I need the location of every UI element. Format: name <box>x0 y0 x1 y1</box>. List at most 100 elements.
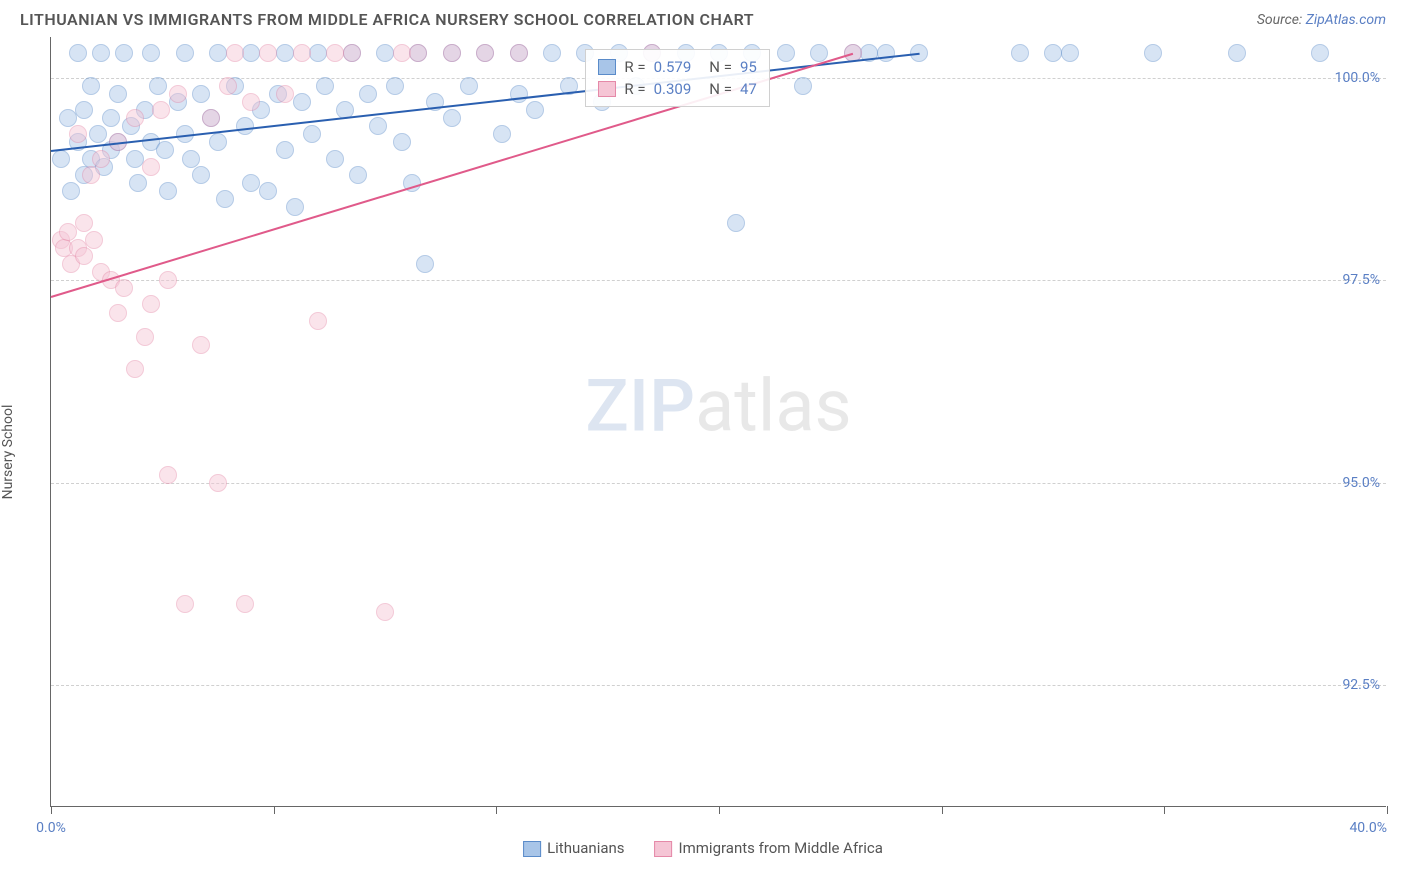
data-point <box>276 85 294 103</box>
legend-swatch <box>523 841 541 857</box>
data-point <box>810 44 828 62</box>
data-point <box>192 336 210 354</box>
data-point <box>69 44 87 62</box>
data-point <box>219 77 237 95</box>
y-tick-label: 97.5% <box>1342 272 1380 288</box>
data-point <box>359 85 377 103</box>
x-tick <box>274 806 275 814</box>
data-point <box>1144 44 1162 62</box>
data-point <box>443 44 461 62</box>
data-point <box>142 44 160 62</box>
data-point <box>276 141 294 159</box>
data-point <box>543 44 561 62</box>
data-point <box>1061 44 1079 62</box>
data-point <box>510 44 528 62</box>
data-point <box>309 312 327 330</box>
data-point <box>159 182 177 200</box>
data-point <box>242 174 260 192</box>
data-point <box>416 255 434 273</box>
data-point <box>293 93 311 111</box>
data-point <box>136 328 154 346</box>
stats-legend: R =0.579N =95R =0.309N =47 <box>585 49 769 107</box>
data-point <box>69 125 87 143</box>
data-point <box>126 150 144 168</box>
data-point <box>393 44 411 62</box>
gridline <box>51 280 1386 281</box>
data-point <box>75 247 93 265</box>
data-point <box>309 44 327 62</box>
n-value: 95 <box>740 58 757 76</box>
gridline <box>51 685 1386 686</box>
x-tick <box>719 806 720 814</box>
source-link[interactable]: ZipAtlas.com <box>1306 12 1386 28</box>
data-point <box>236 595 254 613</box>
data-point <box>259 182 277 200</box>
data-point <box>369 117 387 135</box>
data-point <box>85 231 103 249</box>
plot-area: ZIPatlas 92.5%95.0%97.5%100.0%0.0%40.0%R… <box>50 37 1386 807</box>
legend-swatch <box>655 841 673 857</box>
legend-label: Lithuanians <box>547 839 624 857</box>
data-point <box>1011 44 1029 62</box>
data-point <box>115 279 133 297</box>
data-point <box>62 182 80 200</box>
stats-legend-row: R =0.309N =47 <box>598 78 756 100</box>
data-point <box>82 166 100 184</box>
data-point <box>1044 44 1062 62</box>
y-tick-label: 95.0% <box>1342 475 1380 491</box>
source-prefix: Source: <box>1257 12 1306 28</box>
data-point <box>476 44 494 62</box>
data-point <box>242 44 260 62</box>
data-point <box>1228 44 1246 62</box>
watermark: ZIPatlas <box>585 364 851 449</box>
data-point <box>109 85 127 103</box>
data-point <box>259 44 277 62</box>
chart-container: Nursery School ZIPatlas 92.5%95.0%97.5%1… <box>0 37 1406 867</box>
data-point <box>877 44 895 62</box>
data-point <box>126 360 144 378</box>
data-point <box>460 77 478 95</box>
chart-header: LITHUANIAN VS IMMIGRANTS FROM MIDDLE AFR… <box>0 0 1406 37</box>
data-point <box>182 150 200 168</box>
x-tick <box>1164 806 1165 814</box>
data-point <box>216 190 234 208</box>
data-point <box>159 271 177 289</box>
data-point <box>75 214 93 232</box>
data-point <box>376 44 394 62</box>
watermark-zip: ZIP <box>585 364 695 449</box>
data-point <box>152 101 170 119</box>
x-tick-label: 40.0% <box>1349 820 1387 836</box>
legend-label: Immigrants from Middle Africa <box>679 839 883 857</box>
data-point <box>276 44 294 62</box>
data-point <box>226 44 244 62</box>
x-tick <box>1387 806 1388 814</box>
data-point <box>326 44 344 62</box>
data-point <box>115 44 133 62</box>
n-value: 47 <box>740 80 757 98</box>
data-point <box>316 77 334 95</box>
data-point <box>126 109 144 127</box>
n-label: N = <box>709 80 732 98</box>
data-point <box>176 44 194 62</box>
data-point <box>526 101 544 119</box>
data-point <box>169 85 187 103</box>
x-tick <box>942 806 943 814</box>
data-point <box>209 474 227 492</box>
data-point <box>92 150 110 168</box>
data-point <box>102 109 120 127</box>
data-point <box>89 125 107 143</box>
x-tick-label: 0.0% <box>36 820 66 836</box>
data-point <box>386 77 404 95</box>
data-point <box>303 125 321 143</box>
r-value: 0.309 <box>654 80 692 98</box>
bottom-legend: Lithuanians Immigrants from Middle Africa <box>523 839 883 857</box>
data-point <box>92 44 110 62</box>
data-point <box>286 198 304 216</box>
x-tick <box>51 806 52 814</box>
data-point <box>349 166 367 184</box>
n-label: N = <box>709 58 732 76</box>
data-point <box>493 125 511 143</box>
data-point <box>52 150 70 168</box>
chart-title: LITHUANIAN VS IMMIGRANTS FROM MIDDLE AFR… <box>20 10 754 29</box>
data-point <box>129 174 147 192</box>
